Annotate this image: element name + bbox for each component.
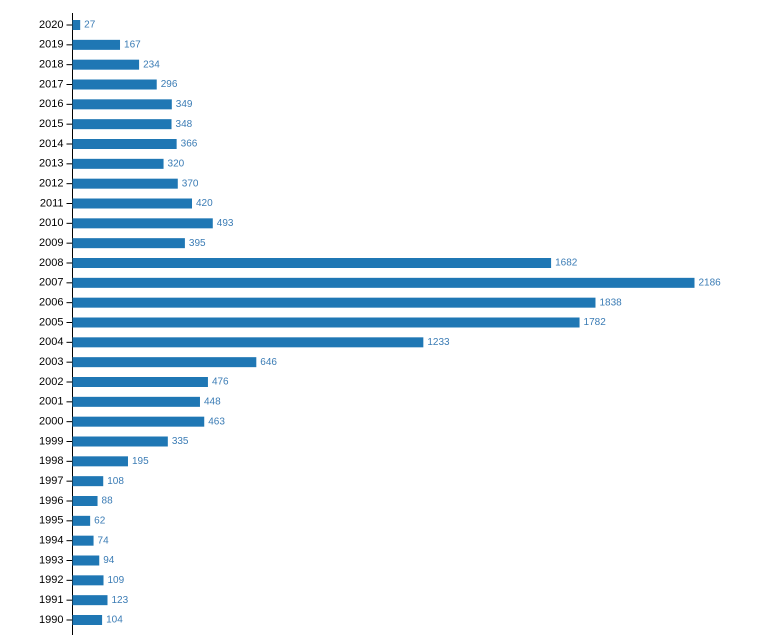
y-tick-label: 2009 (39, 237, 63, 249)
y-tick-label: 2020 (39, 19, 63, 31)
bar (72, 377, 208, 387)
bar (72, 198, 193, 209)
value-label: 335 (172, 436, 189, 447)
value-label: 395 (189, 238, 206, 249)
value-label: 493 (217, 218, 234, 229)
value-label: 320 (168, 158, 185, 169)
value-label: 104 (106, 615, 123, 626)
value-label: 463 (208, 416, 225, 427)
bar (72, 277, 695, 288)
bar (72, 575, 104, 586)
bar (72, 615, 103, 625)
y-tick-label: 2018 (39, 59, 63, 71)
value-label: 123 (111, 595, 128, 606)
value-label: 88 (102, 496, 114, 507)
bar (72, 158, 164, 169)
bar (72, 476, 104, 487)
value-label: 1782 (584, 317, 607, 328)
value-label: 366 (181, 139, 198, 150)
value-label: 195 (132, 456, 149, 467)
bar (72, 357, 257, 368)
bar (72, 258, 552, 268)
y-tick-label: 1997 (39, 475, 63, 487)
value-label: 420 (196, 198, 213, 209)
bar (72, 396, 200, 407)
bar (72, 99, 172, 110)
bar (72, 456, 128, 467)
y-tick-label: 2013 (39, 158, 63, 170)
value-label: 109 (108, 575, 125, 586)
value-label: 448 (204, 396, 221, 407)
value-label: 74 (98, 535, 110, 546)
bar (72, 238, 185, 249)
value-label: 370 (182, 178, 199, 189)
value-label: 2186 (699, 277, 722, 288)
y-tick-label: 2004 (39, 336, 63, 348)
y-tick-label: 1995 (39, 515, 63, 527)
y-tick-label: 2006 (39, 297, 63, 309)
y-tick-label: 2019 (39, 39, 63, 51)
bar (72, 337, 424, 348)
value-label: 27 (84, 20, 96, 31)
y-tick-label: 2000 (39, 416, 63, 428)
y-tick-label: 2016 (39, 98, 63, 110)
bar (72, 595, 108, 606)
y-tick-label: 2015 (39, 118, 63, 130)
bar (72, 297, 596, 308)
bar (72, 59, 140, 70)
value-label: 108 (107, 476, 124, 487)
bar (72, 555, 100, 566)
value-label: 1682 (555, 258, 578, 269)
y-tick-label: 1991 (39, 594, 63, 606)
y-tick-label: 2007 (39, 277, 63, 289)
bar (72, 79, 157, 90)
y-tick-label: 1994 (39, 535, 63, 547)
y-tick-label: 2011 (40, 197, 64, 209)
bar (72, 436, 168, 447)
value-label: 349 (176, 99, 193, 110)
value-label: 1233 (427, 337, 450, 348)
value-label: 476 (212, 377, 229, 388)
value-label: 296 (161, 79, 178, 90)
bar (72, 535, 94, 546)
y-tick-label: 1993 (39, 554, 63, 566)
y-tick-label: 2003 (39, 356, 63, 368)
y-tick-label: 2008 (39, 257, 63, 269)
y-tick-label: 2012 (39, 178, 63, 190)
value-label: 167 (124, 39, 141, 50)
bar (72, 317, 580, 328)
y-tick-label: 2010 (39, 217, 63, 229)
y-tick-label: 2014 (39, 138, 63, 150)
bar (72, 515, 91, 526)
y-tick-label: 1990 (39, 614, 63, 626)
bar (72, 20, 81, 30)
bar (72, 39, 121, 50)
value-label: 348 (176, 119, 193, 130)
y-tick-label: 1998 (39, 455, 63, 467)
value-label: 62 (94, 515, 106, 526)
bar (72, 496, 98, 506)
bar (72, 416, 205, 427)
value-label: 1838 (599, 297, 622, 308)
value-label: 234 (143, 59, 160, 70)
y-tick-label: 1996 (39, 495, 63, 507)
value-label: 94 (103, 555, 115, 566)
y-tick-label: 2017 (39, 78, 63, 90)
bar (72, 218, 213, 229)
y-tick-label: 1992 (39, 574, 63, 586)
bar (72, 178, 178, 189)
value-label: 646 (260, 357, 277, 368)
y-tick-label: 1999 (39, 435, 63, 447)
y-tick-label: 2001 (39, 396, 63, 408)
y-tick-label: 2005 (39, 316, 63, 328)
y-tick-label: 2002 (39, 376, 63, 388)
bar (72, 119, 172, 130)
bar (72, 139, 177, 149)
